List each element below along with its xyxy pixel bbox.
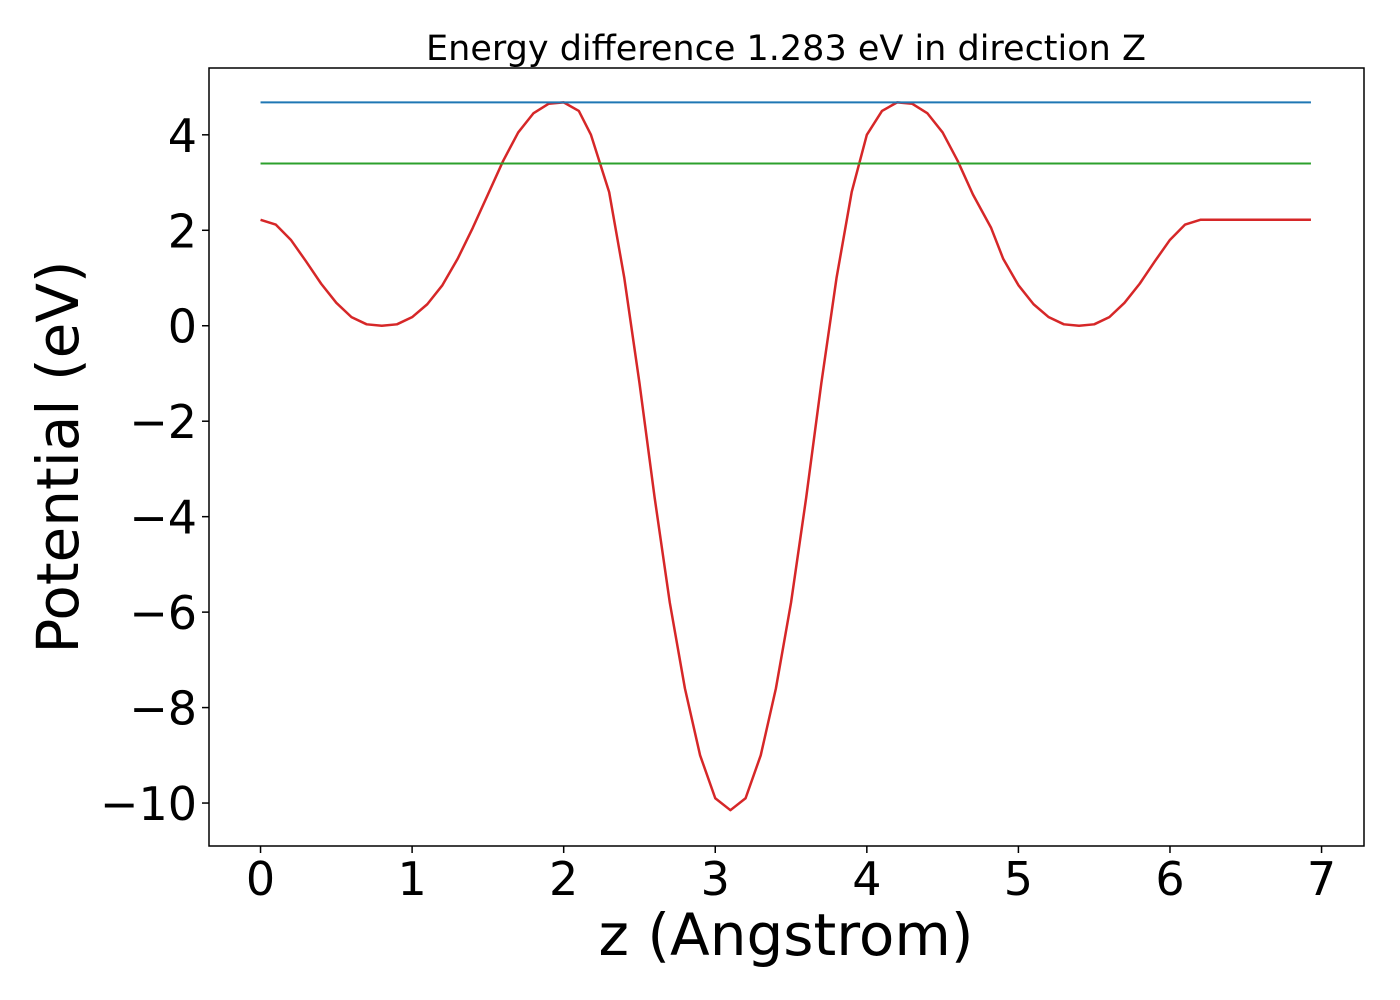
y-tick-label: −8 (129, 682, 197, 736)
y-tick-label: −6 (129, 586, 197, 640)
plot-frame (208, 67, 1365, 847)
x-tick-label: 6 (1155, 852, 1184, 906)
y-axis-title: Potential (eV) (24, 260, 92, 653)
y-tick-label: 2 (168, 204, 197, 258)
y-tick-label: 4 (168, 109, 197, 163)
x-tick-label: 0 (246, 852, 275, 906)
x-tick-label: 7 (1307, 852, 1336, 906)
x-axis-title: z (Angstrom) (599, 901, 974, 969)
x-axis-ticks: 0 1 2 3 4 5 6 7 (246, 846, 1336, 906)
y-tick-label: −10 (100, 777, 197, 831)
x-tick-label: 2 (549, 852, 578, 906)
series-line-0 (260, 101, 1311, 812)
y-tick-label: −2 (129, 395, 197, 449)
x-tick-label: 4 (852, 852, 881, 906)
x-tick-label: 1 (397, 852, 426, 906)
y-tick-label: −4 (129, 491, 197, 545)
chart-title: Energy difference 1.283 eV in direction … (426, 29, 1146, 69)
x-tick-label: 5 (1004, 852, 1033, 906)
y-axis-ticks: 4 2 0 −2 −4 −6 −8 −10 (100, 109, 209, 831)
y-tick-label: 0 (168, 300, 197, 354)
plot-area (260, 101, 1311, 812)
x-tick-label: 3 (701, 852, 730, 906)
